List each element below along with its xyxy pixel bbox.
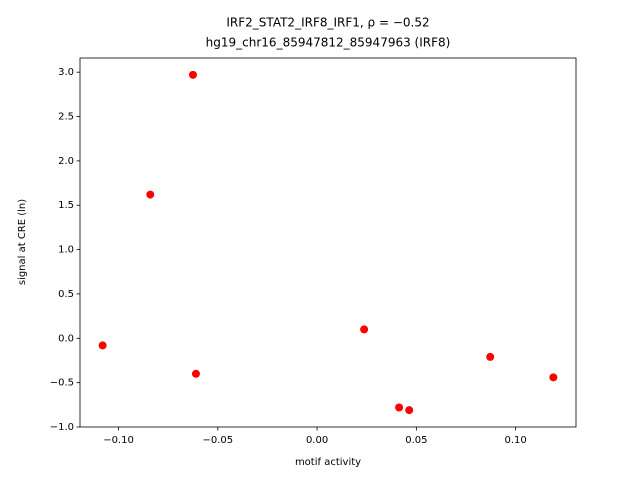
point bbox=[360, 325, 369, 334]
x-axis-label: motif activity bbox=[295, 457, 361, 468]
point bbox=[395, 403, 404, 412]
plot-frame bbox=[79, 57, 577, 428]
chart-subtitle: hg19_chr16_85947812_85947963 (IRF8) bbox=[206, 36, 451, 50]
x-tick-label: 0.00 bbox=[306, 435, 328, 446]
y-tick-label: −0.5 bbox=[50, 378, 74, 389]
y-tick-label: 1.0 bbox=[58, 245, 74, 256]
x-tick-label: −0.10 bbox=[103, 435, 134, 446]
y-tick-label: −1.0 bbox=[50, 422, 74, 433]
point bbox=[191, 369, 200, 378]
point bbox=[98, 341, 107, 350]
y-axis-label: signal at CRE (ln) bbox=[17, 199, 28, 285]
y-tick-label: 2.0 bbox=[58, 156, 74, 167]
y-tick-label: 1.5 bbox=[58, 200, 74, 211]
y-tick-label: 3.0 bbox=[58, 67, 74, 78]
point bbox=[405, 406, 414, 415]
y-tick-label: 0.0 bbox=[58, 333, 74, 344]
x-tick-label: 0.05 bbox=[405, 435, 427, 446]
chart-title: IRF2_STAT2_IRF8_IRF1, ρ = −0.52 bbox=[226, 16, 429, 30]
point bbox=[188, 70, 197, 79]
point bbox=[549, 373, 558, 382]
x-tick-label: 0.10 bbox=[505, 435, 527, 446]
point bbox=[486, 352, 495, 361]
y-tick-label: 0.5 bbox=[58, 289, 74, 300]
point bbox=[146, 190, 155, 199]
y-tick-label: 2.5 bbox=[58, 112, 74, 123]
x-tick-label: −0.05 bbox=[202, 435, 233, 446]
